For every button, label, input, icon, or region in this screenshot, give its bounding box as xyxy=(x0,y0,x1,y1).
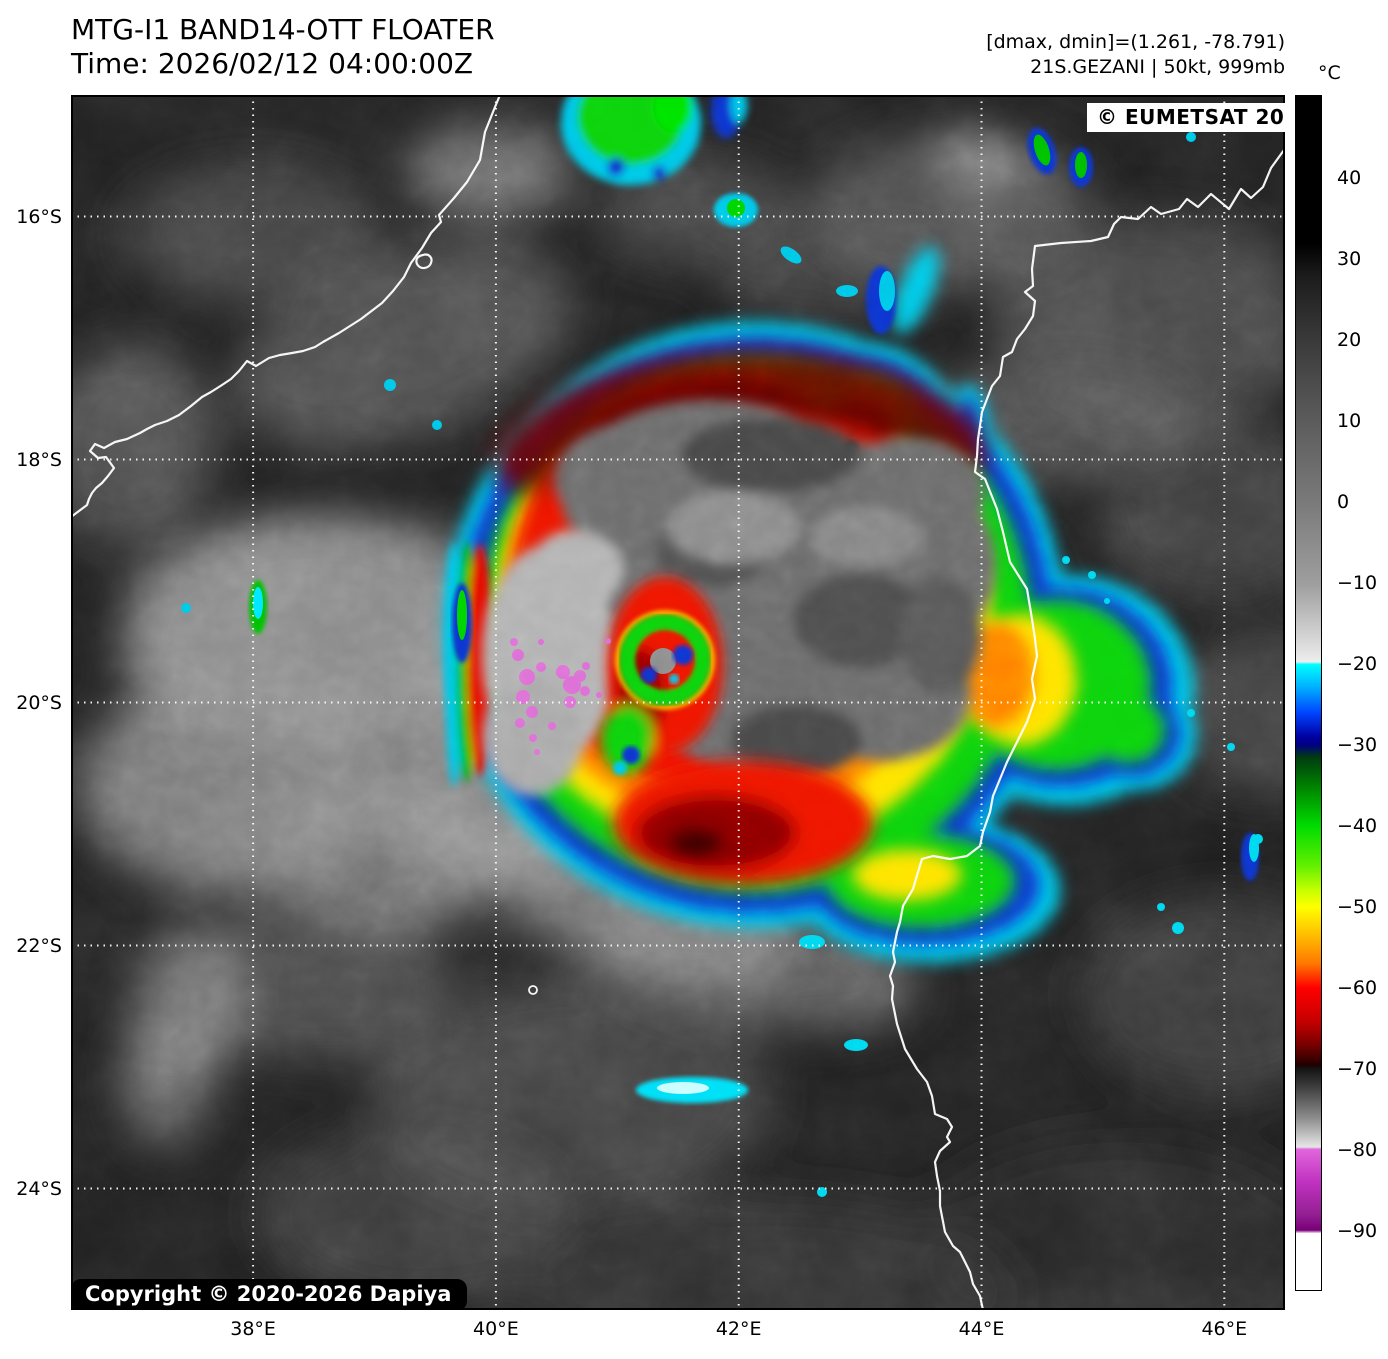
madagascar-coastline xyxy=(888,148,1285,1310)
y-axis-label: 24°S xyxy=(16,1177,62,1200)
colorbar-tick-label: −60 xyxy=(1337,977,1378,1000)
colorbar-unit-label: °C xyxy=(1318,62,1341,84)
colorbar-tick-label: 40 xyxy=(1337,167,1362,190)
colorbar-tick-label: 10 xyxy=(1337,410,1362,433)
grid-lines xyxy=(71,95,1285,1310)
mozambique-coastline xyxy=(71,95,502,519)
timestamp: Time: 2026/02/12 04:00:00Z xyxy=(71,47,474,80)
colorbar-tick-label: −70 xyxy=(1337,1058,1378,1081)
x-axis-label: 38°E xyxy=(230,1318,276,1340)
x-axis-label: 46°E xyxy=(1201,1318,1248,1340)
y-axis-label: 22°S xyxy=(16,934,62,957)
colorbar-tick-label: −30 xyxy=(1337,734,1378,757)
x-axis-label: 40°E xyxy=(473,1318,519,1340)
page-title: MTG-I1 BAND14-OTT FLOATER xyxy=(71,13,495,46)
colorbar-tick-label: 20 xyxy=(1337,329,1362,352)
map-frame xyxy=(71,95,1285,1310)
colorbar-tick-label: −50 xyxy=(1337,896,1378,919)
satellite-image xyxy=(71,95,1285,1310)
colorbar-tick-label: −40 xyxy=(1337,815,1378,838)
colorbar-tick-label: 0 xyxy=(1337,491,1350,514)
colorbar-tick-label: −80 xyxy=(1337,1139,1378,1162)
colorbar-tick-label: −10 xyxy=(1337,572,1378,595)
colorbar-tick-label: −20 xyxy=(1337,653,1378,676)
y-axis-label: 20°S xyxy=(16,691,62,714)
satellite-map: © EUMETSAT 2026 Copyright © 2020-2026 Da… xyxy=(71,95,1285,1310)
colorbar-tick-label: 30 xyxy=(1337,248,1362,271)
colorbar-tick-label: −90 xyxy=(1337,1220,1378,1243)
y-axis-label: 18°S xyxy=(16,448,62,471)
x-axis-label: 44°E xyxy=(958,1318,1005,1340)
x-axis-label: 42°E xyxy=(715,1318,762,1340)
dmax-dmin-readout: [dmax, dmin]=(1.261, -78.791) xyxy=(986,31,1285,53)
temperature-colorbar xyxy=(1295,95,1322,1291)
coastal-lagoon xyxy=(415,253,433,270)
y-axis-label: 16°S xyxy=(16,205,62,228)
europa-island xyxy=(528,985,538,995)
provider-badge: © EUMETSAT 2026 xyxy=(1087,103,1285,132)
copyright-badge: Copyright © 2020-2026 Dapiya xyxy=(71,1279,468,1310)
storm-intensity-readout: 21S.GEZANI | 50kt, 999mb xyxy=(1030,56,1285,78)
